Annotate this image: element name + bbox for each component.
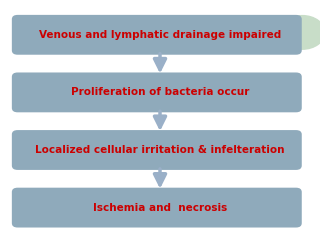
FancyBboxPatch shape [12,72,302,112]
FancyBboxPatch shape [12,15,302,55]
FancyBboxPatch shape [12,188,302,228]
Text: Ischemia and  necrosis: Ischemia and necrosis [93,203,227,213]
Text: Localized cellular irritation & infelteration: Localized cellular irritation & infelter… [35,145,285,155]
FancyBboxPatch shape [12,130,302,170]
Text: Proliferation of bacteria occur: Proliferation of bacteria occur [71,87,249,97]
Circle shape [280,16,320,49]
Text: Venous and lymphatic drainage impaired: Venous and lymphatic drainage impaired [39,30,281,40]
